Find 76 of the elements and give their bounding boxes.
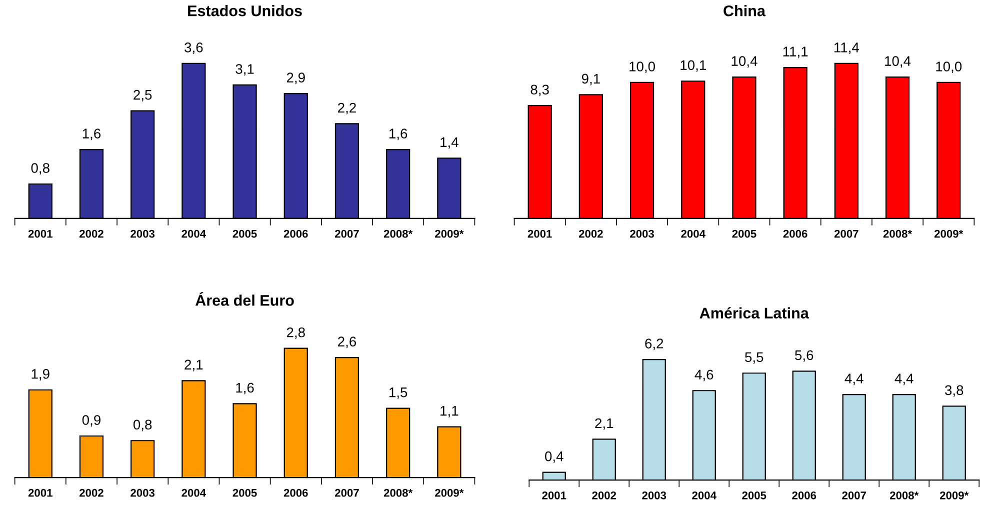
data-label: 2,2: [338, 102, 356, 114]
x-tick-label: 2001: [28, 488, 52, 497]
x-tick-label: 2008*: [890, 491, 919, 500]
x-tick-label: 2009*: [940, 491, 969, 500]
x-tick-label: 2001: [542, 491, 566, 500]
x-tick-label: 2008*: [883, 230, 912, 238]
x-tick-label: 2008*: [384, 230, 413, 238]
x-tick-label: 2007: [834, 230, 858, 238]
data-label: 0,8: [31, 163, 50, 175]
chart-title: América Latina: [700, 307, 809, 319]
data-label: 10,4: [885, 56, 911, 68]
x-tick-label: 2003: [630, 230, 654, 238]
data-label: 2,5: [134, 90, 152, 102]
data-label: 1,4: [440, 137, 458, 149]
x-tick-label: 2002: [592, 491, 616, 500]
x-tick-label: 2004: [182, 488, 206, 497]
data-label: 10,0: [630, 62, 655, 74]
x-tick-label: 2002: [80, 230, 104, 238]
data-label: 3,6: [184, 42, 203, 54]
data-label: 2,6: [338, 336, 356, 348]
data-label: 4,4: [844, 374, 864, 386]
x-tick-label: 2006: [783, 230, 808, 238]
x-tick-label: 2006: [284, 230, 308, 238]
data-label: 6,2: [645, 338, 664, 350]
x-tick-label: 2002: [80, 488, 104, 497]
x-tick-label: 2007: [842, 491, 866, 500]
data-label: 0,9: [82, 415, 100, 427]
data-label: 3,1: [236, 64, 254, 76]
x-tick-label: 2004: [681, 230, 706, 238]
chart-title: Área del Euro: [195, 292, 294, 306]
x-tick-label: 2007: [335, 230, 359, 238]
data-label: 8,3: [530, 84, 549, 96]
x-tick-label: 2004: [182, 230, 206, 238]
data-label: 1,6: [389, 128, 408, 140]
x-tick-label: 2009*: [934, 230, 964, 238]
chart-title: China: [724, 5, 766, 16]
x-tick-label: 2004: [692, 491, 716, 500]
x-tick-label: 2003: [130, 230, 155, 238]
x-tick-label: 2005: [732, 230, 756, 238]
data-label: 11,4: [834, 42, 860, 54]
x-tick-label: 2003: [642, 491, 666, 500]
chart-title: Estados Unidos: [188, 5, 302, 16]
data-label: 1,5: [389, 388, 408, 399]
x-tick-label: 2006: [284, 488, 308, 497]
data-label: 0,8: [133, 420, 152, 432]
x-tick-label: 2008*: [384, 488, 413, 497]
data-label: 1,6: [236, 382, 254, 394]
data-label: 5,6: [795, 350, 814, 362]
x-tick-label: 2009*: [435, 230, 464, 238]
data-label: 10,0: [936, 62, 962, 74]
x-tick-label: 2009*: [435, 488, 464, 497]
data-label: 1,1: [440, 406, 458, 418]
data-label: 10,1: [680, 60, 706, 72]
data-label: 5,5: [745, 352, 764, 364]
data-label: 0,4: [545, 451, 564, 463]
data-label: 2,8: [286, 327, 305, 339]
x-tick-label: 2002: [578, 230, 603, 238]
x-tick-label: 2005: [232, 488, 257, 497]
data-label: 9,1: [582, 74, 600, 86]
data-label: 4,6: [694, 370, 714, 382]
data-label: 1,6: [82, 128, 101, 140]
data-label: 11,1: [783, 46, 808, 58]
data-label: 4,4: [894, 374, 914, 386]
x-tick-label: 2001: [28, 230, 52, 238]
data-label: 2,9: [286, 72, 305, 84]
x-tick-label: 2006: [792, 491, 816, 500]
data-label: 10,4: [732, 56, 758, 68]
x-tick-label: 2005: [742, 491, 766, 500]
x-tick-label: 2003: [130, 488, 155, 497]
data-label: 2,1: [184, 360, 203, 372]
data-label: 1,9: [32, 368, 50, 380]
data-label: 3,8: [944, 385, 964, 397]
x-tick-label: 2001: [528, 230, 552, 238]
x-tick-label: 2007: [335, 488, 359, 497]
data-label: 2,1: [595, 418, 614, 430]
x-tick-label: 2005: [232, 230, 257, 238]
